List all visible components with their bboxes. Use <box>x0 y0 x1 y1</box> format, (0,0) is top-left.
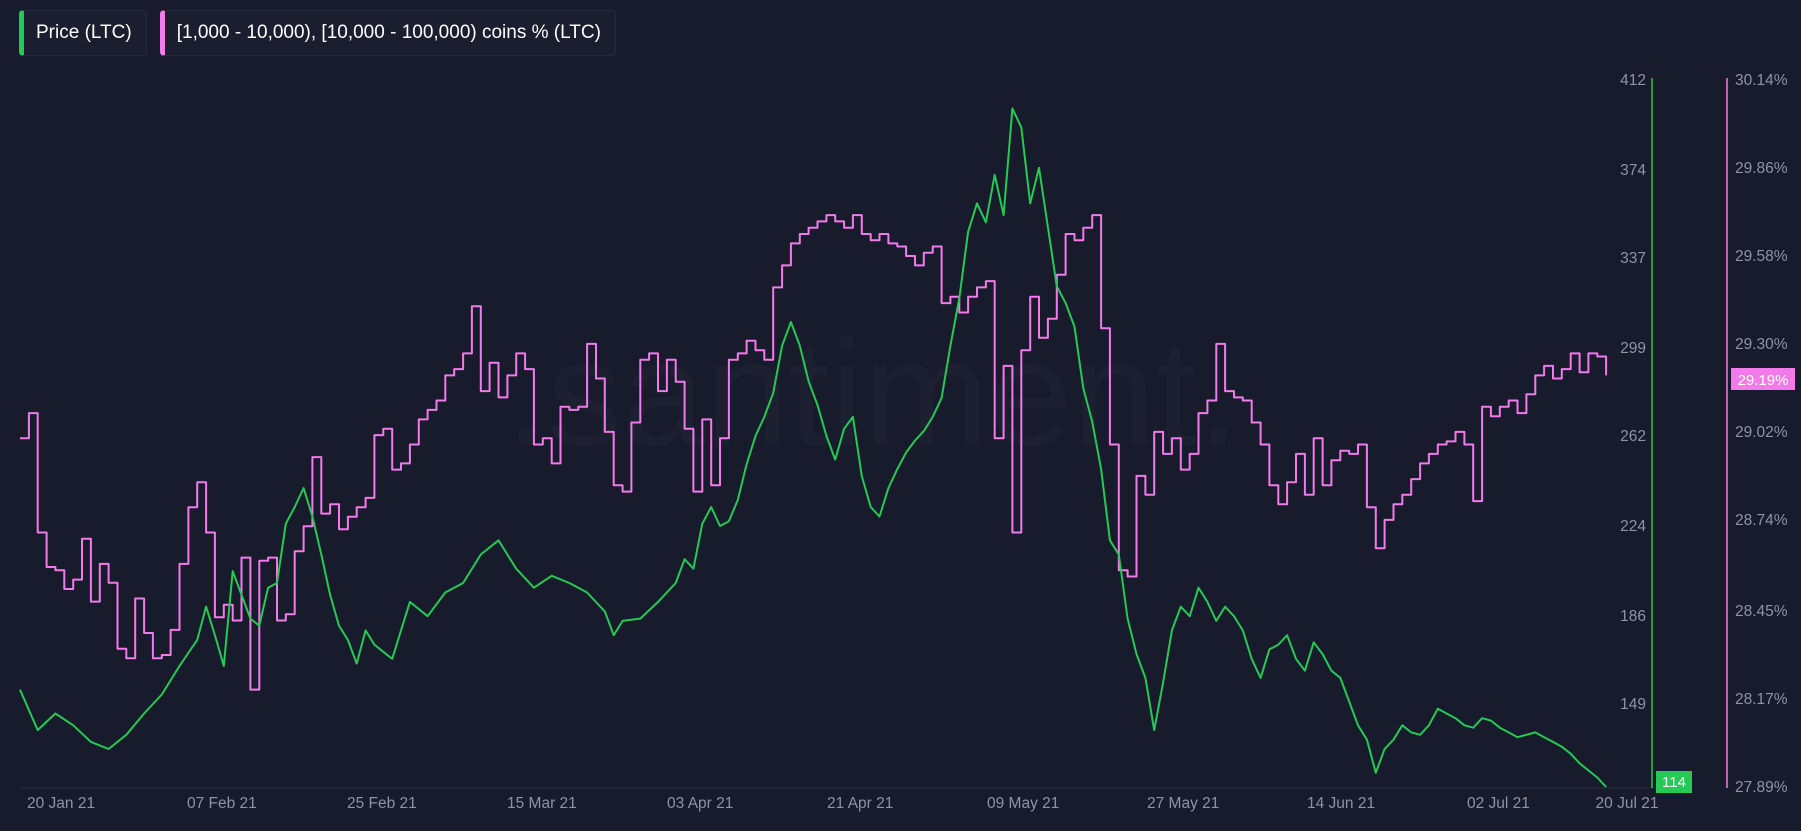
x-axis-tick: 20 Jan 21 <box>27 795 95 812</box>
x-axis-tick: 09 May 21 <box>987 795 1059 812</box>
percent-axis-tick: 29.86% <box>1735 160 1788 177</box>
price-last-value-badge <box>1656 771 1692 793</box>
percent-axis-tick: 28.45% <box>1735 603 1788 620</box>
legend-item-price[interactable]: Price (LTC) <box>19 10 147 56</box>
watermark: .santiment. <box>505 309 1239 477</box>
price-axis-tick: 299 <box>1620 340 1646 357</box>
legend: Price (LTC) [1,000 - 10,000), [10,000 - … <box>19 10 616 56</box>
series-line-coins-percent <box>20 214 1608 691</box>
price-axis-tick: 262 <box>1620 428 1646 445</box>
series-line-price <box>19 107 1607 788</box>
price-axis-tick: 149 <box>1620 696 1646 713</box>
x-axis-tick: 02 Jul 21 <box>1467 795 1530 812</box>
x-axis-tick: 21 Apr 21 <box>827 795 893 812</box>
x-axis-tick: 27 May 21 <box>1147 795 1219 812</box>
x-axis-tick: 25 Feb 21 <box>347 795 417 812</box>
price-axis-tick: 374 <box>1620 162 1646 179</box>
percent-axis-tick: 28.74% <box>1735 512 1788 529</box>
percent-last-value-label: 29.19% <box>1738 372 1789 389</box>
percent-axis-tick: 27.89% <box>1735 779 1788 796</box>
percent-axis-tick: 30.14% <box>1735 72 1788 89</box>
price-axis-tick: 186 <box>1620 608 1646 625</box>
percent-axis-tick: 29.58% <box>1735 248 1788 265</box>
legend-item-coins-percent[interactable]: [1,000 - 10,000), [10,000 - 100,000) coi… <box>159 10 616 56</box>
percent-last-value-badge <box>1731 368 1795 390</box>
price-axis-tick: 224 <box>1620 518 1646 535</box>
percent-axis-tick: 29.30% <box>1735 336 1788 353</box>
x-axis-tick: 15 Mar 21 <box>507 795 577 812</box>
price-axis-tick: 337 <box>1620 250 1646 267</box>
price-last-value-label: 114 <box>1662 774 1686 791</box>
x-axis-tick: 20 Jul 21 <box>1596 795 1659 812</box>
x-axis-tick: 14 Jun 21 <box>1307 795 1375 812</box>
price-axis-tick: 412 <box>1620 72 1646 89</box>
percent-axis-tick: 29.02% <box>1735 424 1788 441</box>
x-axis-tick: 03 Apr 21 <box>667 795 733 812</box>
x-axis-tick: 07 Feb 21 <box>187 795 257 812</box>
percent-axis-tick: 28.17% <box>1735 691 1788 708</box>
